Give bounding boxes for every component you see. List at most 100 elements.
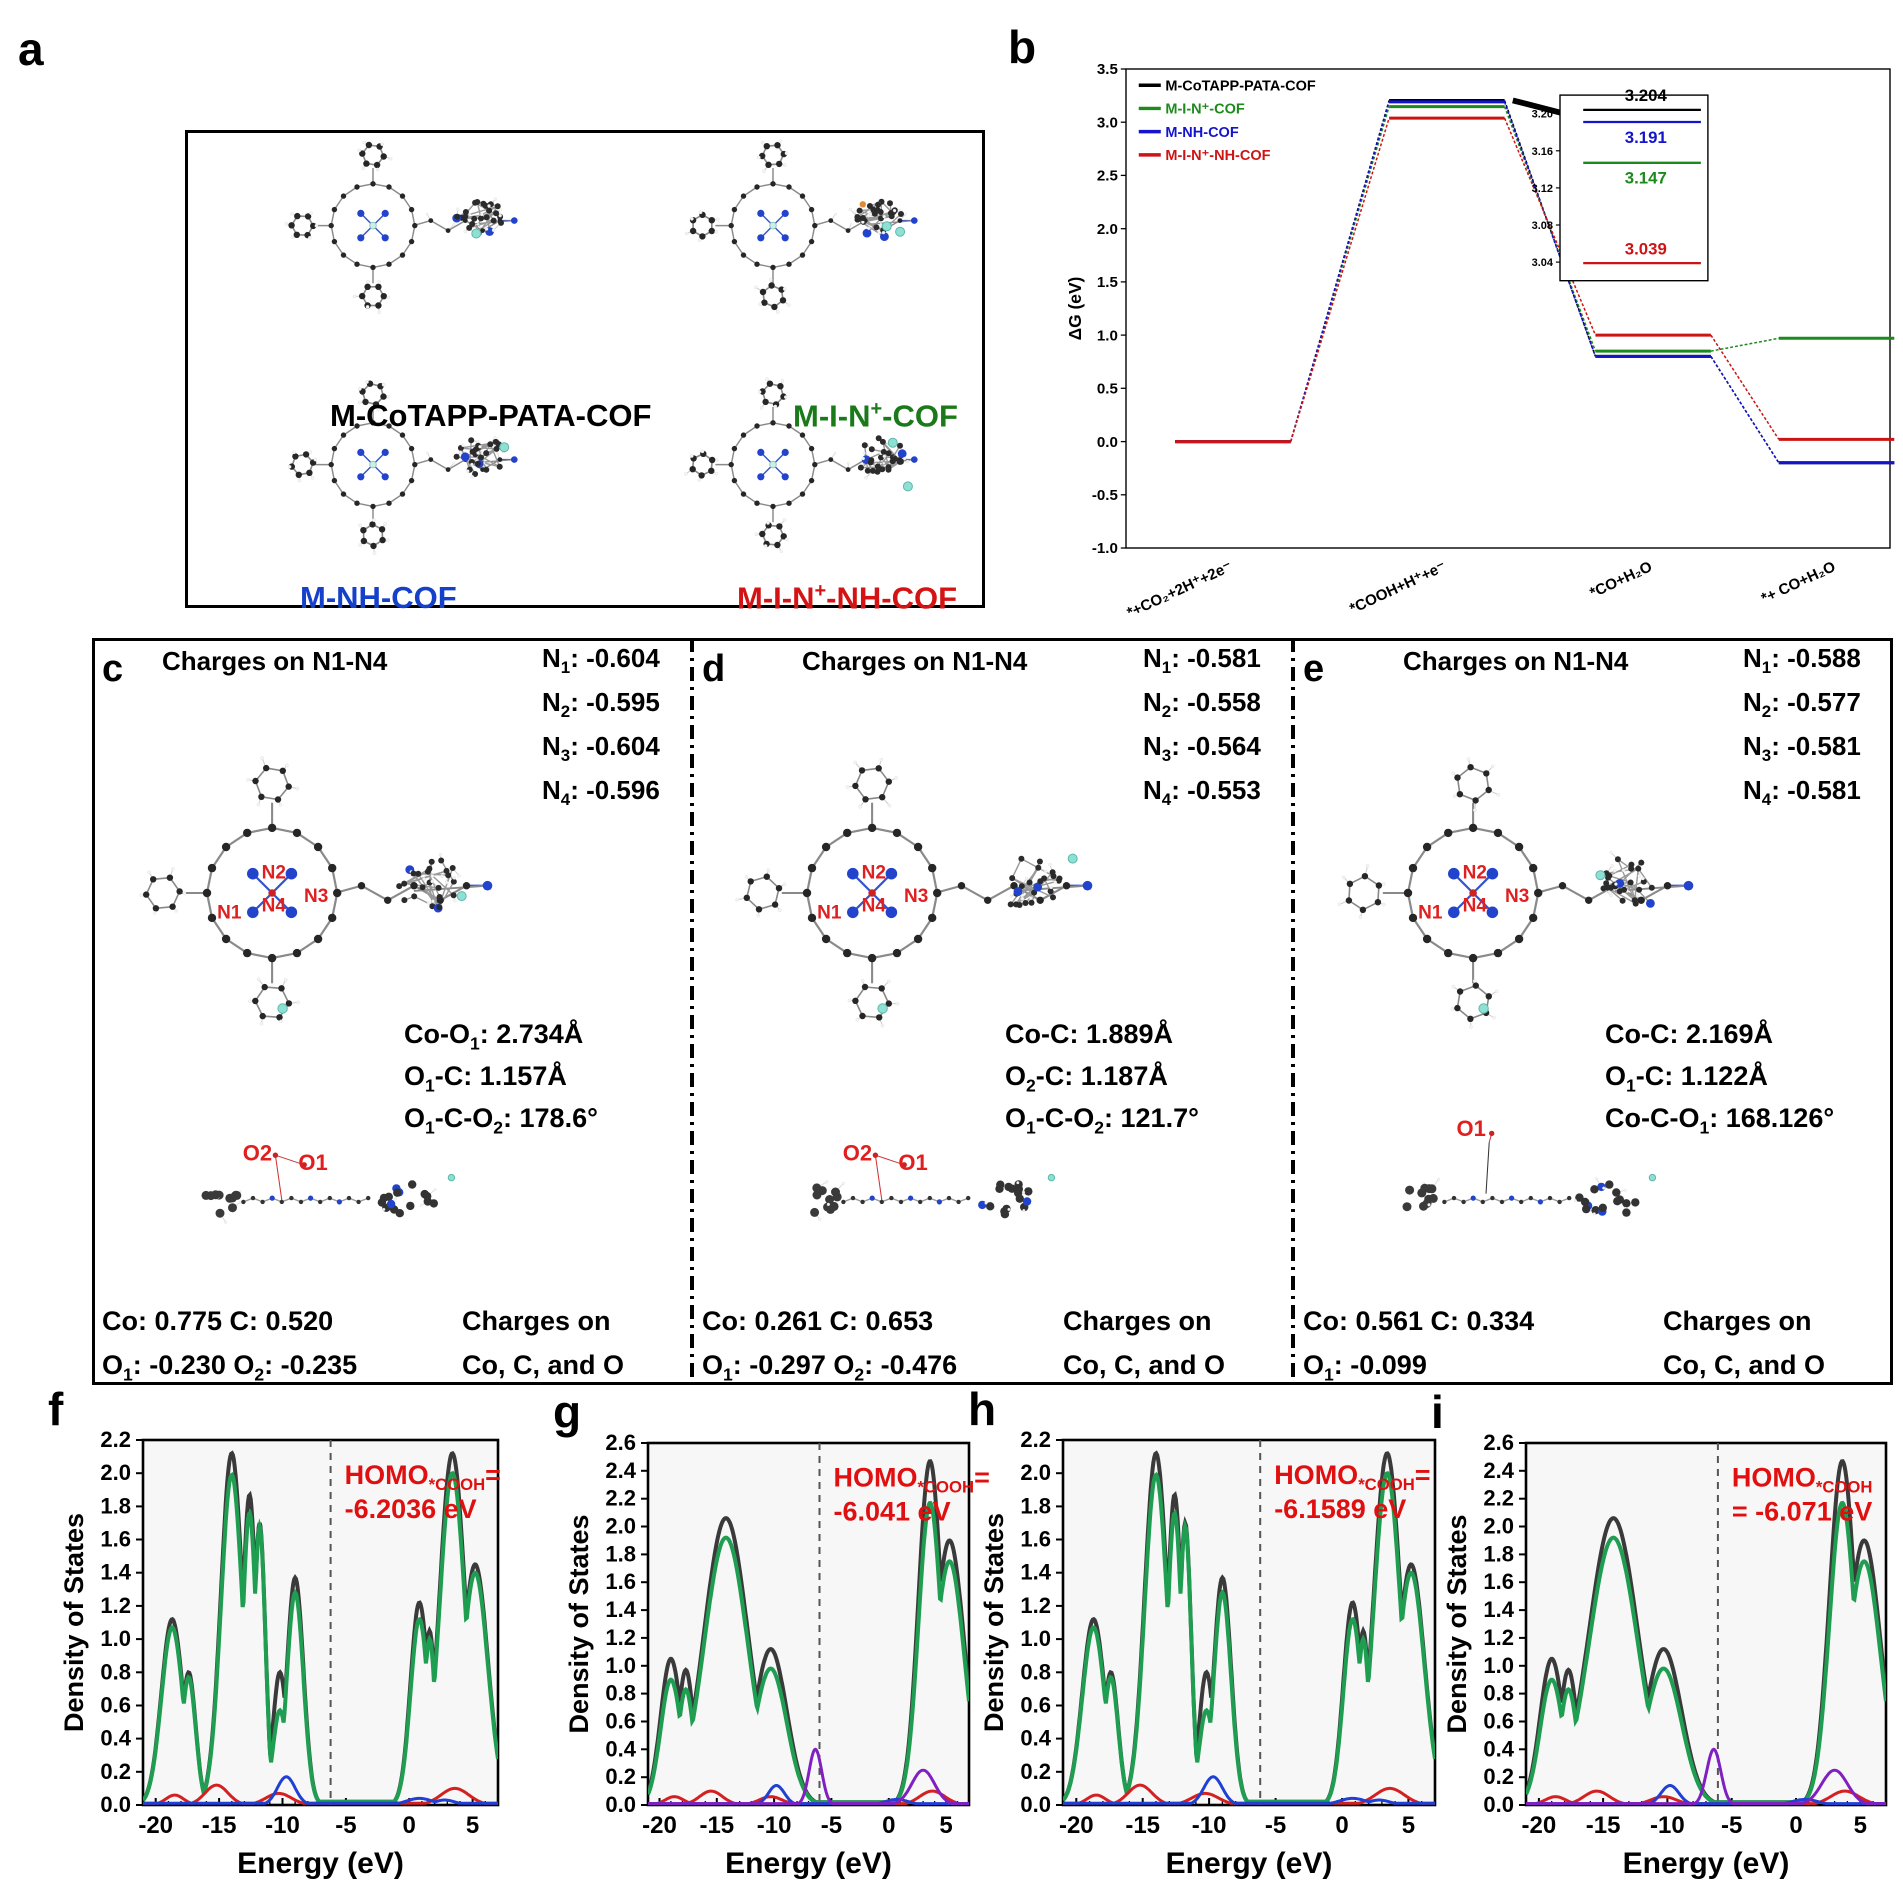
svg-text:2.2: 2.2 xyxy=(605,1486,636,1511)
svg-text:0.6: 0.6 xyxy=(1483,1709,1514,1734)
svg-text:Energy (eV): Energy (eV) xyxy=(1166,1847,1333,1880)
svg-text:0.2: 0.2 xyxy=(100,1759,131,1784)
svg-text:Energy (eV): Energy (eV) xyxy=(1623,1847,1790,1880)
svg-text:1.6: 1.6 xyxy=(1483,1569,1514,1594)
svg-text:-1.0: -1.0 xyxy=(1092,540,1118,557)
svg-text:2.2: 2.2 xyxy=(1020,1427,1051,1452)
svg-text:-15: -15 xyxy=(699,1812,734,1839)
svg-text:2.6: 2.6 xyxy=(1483,1430,1514,1455)
svg-text:-5: -5 xyxy=(335,1812,356,1839)
svg-text:1.2: 1.2 xyxy=(1020,1593,1051,1618)
svg-text:0: 0 xyxy=(1335,1812,1348,1839)
svg-text:5: 5 xyxy=(1854,1812,1867,1839)
svg-text:N1: N1 xyxy=(217,903,242,924)
svg-text:0.4: 0.4 xyxy=(1483,1736,1514,1761)
svg-text:N1: N1 xyxy=(1418,903,1443,924)
svg-text:0.0: 0.0 xyxy=(100,1792,131,1817)
svg-text:-20: -20 xyxy=(138,1812,173,1839)
svg-text:-5: -5 xyxy=(1265,1812,1286,1839)
svg-text:0.6: 0.6 xyxy=(1020,1693,1051,1718)
svg-text:3.147: 3.147 xyxy=(1625,169,1667,188)
svg-text:0.0: 0.0 xyxy=(1097,434,1118,451)
svg-text:-15: -15 xyxy=(1125,1812,1160,1839)
svg-text:1.8: 1.8 xyxy=(1483,1541,1514,1566)
svg-text:-0.5: -0.5 xyxy=(1092,487,1118,504)
svg-text:M-I-N⁺-COF: M-I-N⁺-COF xyxy=(1165,102,1244,118)
svg-text:1.4: 1.4 xyxy=(1020,1560,1051,1585)
svg-text:1.8: 1.8 xyxy=(1020,1493,1051,1518)
svg-text:0.0: 0.0 xyxy=(1020,1792,1051,1817)
svg-text:1.0: 1.0 xyxy=(1020,1626,1051,1651)
svg-text:0: 0 xyxy=(403,1812,416,1839)
svg-text:1.2: 1.2 xyxy=(605,1625,636,1650)
svg-text:3.0: 3.0 xyxy=(1097,114,1118,131)
svg-text:1.0: 1.0 xyxy=(100,1626,131,1651)
svg-text:5: 5 xyxy=(466,1812,479,1839)
svg-text:Density of States: Density of States xyxy=(979,1513,1009,1732)
svg-text:N3: N3 xyxy=(304,886,328,907)
svg-text:*COOH+H⁺+e⁻: *COOH+H⁺+e⁻ xyxy=(1347,558,1448,617)
svg-text:N3: N3 xyxy=(1505,886,1529,907)
svg-text:-10: -10 xyxy=(265,1812,300,1839)
svg-text:0.0: 0.0 xyxy=(605,1792,636,1817)
svg-text:O2: O2 xyxy=(843,1140,872,1165)
svg-text:3.20: 3.20 xyxy=(1532,109,1553,121)
svg-text:0.2: 0.2 xyxy=(605,1764,636,1789)
svg-text:-10: -10 xyxy=(1192,1812,1227,1839)
svg-text:2.0: 2.0 xyxy=(1483,1514,1514,1539)
svg-text:0.0: 0.0 xyxy=(1483,1792,1514,1817)
svg-text:-15: -15 xyxy=(1586,1812,1621,1839)
svg-text:-5: -5 xyxy=(821,1812,842,1839)
svg-text:-20: -20 xyxy=(1522,1812,1557,1839)
svg-text:*CO+H₂O: *CO+H₂O xyxy=(1587,558,1655,602)
svg-text:-20: -20 xyxy=(1059,1812,1094,1839)
svg-text:O1: O1 xyxy=(298,1150,327,1175)
svg-text:M-CoTAPP-PATA-COF: M-CoTAPP-PATA-COF xyxy=(1165,79,1315,95)
svg-text:3.191: 3.191 xyxy=(1625,128,1667,147)
svg-text:2.2: 2.2 xyxy=(1483,1486,1514,1511)
svg-text:0.4: 0.4 xyxy=(1020,1726,1051,1751)
svg-text:N2: N2 xyxy=(862,863,886,884)
svg-text:*+CO₂+2H⁺+2e⁻: *+CO₂+2H⁺+2e⁻ xyxy=(1124,558,1234,621)
svg-text:0: 0 xyxy=(882,1812,895,1839)
svg-text:2.4: 2.4 xyxy=(605,1458,636,1483)
svg-text:3.5: 3.5 xyxy=(1097,61,1118,78)
svg-text:1.6: 1.6 xyxy=(100,1527,131,1552)
svg-text:0.8: 0.8 xyxy=(1020,1659,1051,1684)
svg-text:2.2: 2.2 xyxy=(100,1427,131,1452)
svg-text:0.8: 0.8 xyxy=(1483,1681,1514,1706)
svg-text:-20: -20 xyxy=(642,1812,677,1839)
svg-text:N4: N4 xyxy=(862,896,887,917)
svg-text:M-I-N⁺-NH-COF: M-I-N⁺-NH-COF xyxy=(1165,148,1270,164)
svg-text:2.4: 2.4 xyxy=(1483,1458,1514,1483)
svg-text:-6.2036 eV: -6.2036 eV xyxy=(345,1494,477,1524)
svg-text:0.6: 0.6 xyxy=(605,1709,636,1734)
svg-text:0.2: 0.2 xyxy=(1483,1764,1514,1789)
svg-text:2.0: 2.0 xyxy=(605,1514,636,1539)
svg-text:1.5: 1.5 xyxy=(1097,274,1118,291)
svg-text:1.8: 1.8 xyxy=(100,1493,131,1518)
svg-text:2.6: 2.6 xyxy=(605,1430,636,1455)
svg-text:3.204: 3.204 xyxy=(1625,86,1668,105)
svg-text:0: 0 xyxy=(1789,1812,1802,1839)
svg-text:0.6: 0.6 xyxy=(100,1693,131,1718)
svg-text:1.0: 1.0 xyxy=(1483,1653,1514,1678)
svg-text:3.16: 3.16 xyxy=(1532,146,1553,158)
svg-text:-5: -5 xyxy=(1721,1812,1742,1839)
svg-text:O1: O1 xyxy=(898,1150,927,1175)
svg-text:1.8: 1.8 xyxy=(605,1541,636,1566)
svg-text:M-NH-COF: M-NH-COF xyxy=(1165,125,1238,141)
svg-text:-10: -10 xyxy=(1650,1812,1685,1839)
svg-text:1.4: 1.4 xyxy=(100,1560,131,1585)
svg-text:*+ CO+H₂O: *+ CO+H₂O xyxy=(1759,558,1839,607)
svg-text:Energy (eV): Energy (eV) xyxy=(725,1847,892,1880)
svg-text:2.5: 2.5 xyxy=(1097,168,1118,185)
svg-text:2.0: 2.0 xyxy=(100,1460,131,1485)
svg-text:-15: -15 xyxy=(202,1812,237,1839)
svg-text:N4: N4 xyxy=(1463,896,1488,917)
svg-text:1.6: 1.6 xyxy=(1020,1527,1051,1552)
svg-text:O1: O1 xyxy=(1457,1116,1486,1141)
svg-text:3.039: 3.039 xyxy=(1625,239,1667,258)
svg-text:ΔG (eV): ΔG (eV) xyxy=(1065,277,1085,341)
svg-text:Density of States: Density of States xyxy=(1442,1514,1472,1733)
